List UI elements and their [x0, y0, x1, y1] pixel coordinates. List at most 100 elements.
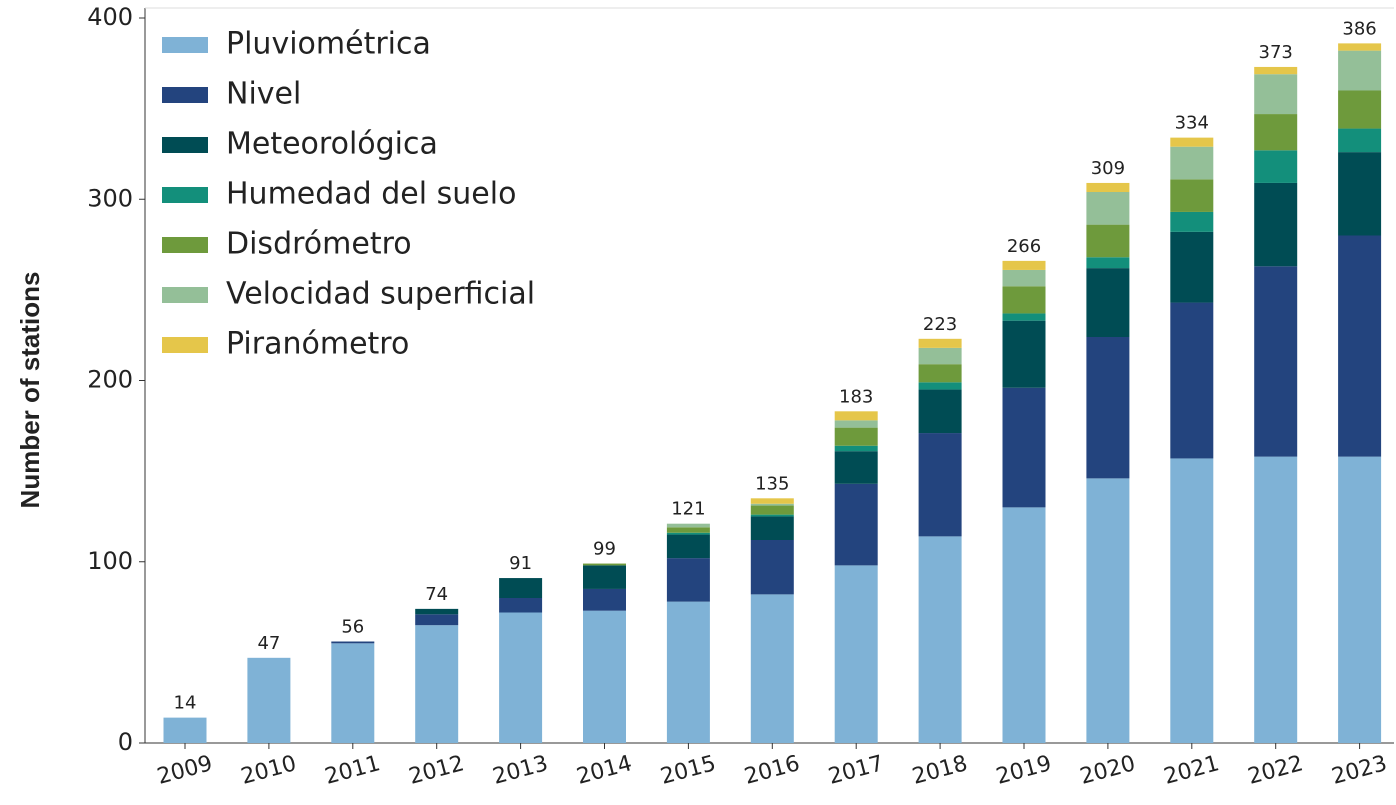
bar-segment	[834, 565, 878, 743]
bar-segment	[1170, 146, 1214, 180]
bar-segment	[1338, 43, 1382, 51]
x-tick-label: 2017	[826, 751, 887, 790]
bar-segment	[666, 558, 710, 602]
legend-label: Disdrómetro	[226, 227, 412, 262]
bar-segment	[415, 608, 459, 615]
legend-swatch	[162, 137, 208, 153]
bar-segment	[750, 505, 794, 515]
x-tick-label: 2016	[742, 751, 803, 790]
bar-segment	[918, 364, 962, 383]
bar-segment	[666, 534, 710, 559]
bar-segment	[834, 420, 878, 428]
total-label: 266	[1007, 236, 1041, 257]
bar-segment	[1338, 456, 1382, 743]
total-label: 334	[1175, 113, 1209, 134]
bar-segment	[834, 451, 878, 484]
bar-segment	[834, 427, 878, 446]
bar-segment	[666, 532, 710, 535]
y-tick-label: 200	[87, 366, 133, 394]
bar-segment	[1086, 337, 1130, 479]
bar-segment	[750, 540, 794, 595]
legend-swatch	[162, 337, 208, 353]
bar-segment	[1254, 150, 1298, 183]
total-label: 223	[923, 314, 957, 335]
bar-segment	[1254, 74, 1298, 115]
x-tick-label: 2013	[490, 751, 551, 790]
bar-segment	[666, 527, 710, 533]
bar-segment	[499, 578, 543, 598]
bar-segment	[1338, 235, 1382, 457]
bar-segment	[918, 382, 962, 390]
bar-segment	[583, 565, 626, 589]
bar-segment	[1254, 456, 1298, 743]
bar-segment	[1254, 182, 1298, 267]
bar-segment	[666, 523, 710, 528]
bar-segment	[1086, 182, 1130, 192]
bar-segment	[750, 498, 794, 504]
bar-segment	[583, 610, 626, 743]
bar-segment	[1002, 387, 1046, 508]
x-tick-label: 2019	[994, 751, 1055, 790]
y-tick-label: 100	[87, 547, 133, 575]
total-label: 309	[1091, 158, 1125, 179]
bar-segment	[1338, 152, 1382, 236]
bar-segment	[583, 588, 626, 611]
bar-segment	[1170, 137, 1214, 147]
bar-segment	[1338, 128, 1382, 153]
total-label: 91	[509, 553, 532, 574]
bar-segment	[583, 563, 626, 566]
bar-segment	[750, 594, 794, 743]
total-label: 74	[425, 584, 448, 605]
y-tick-label: 0	[118, 728, 133, 756]
bar-segment	[1170, 458, 1214, 743]
bar-segment	[834, 445, 878, 452]
bar-segment	[1002, 260, 1046, 270]
bar-segment	[331, 643, 375, 743]
bar-segment	[247, 657, 291, 743]
x-tick-label: 2009	[155, 751, 216, 790]
bar-segment	[499, 612, 543, 743]
total-label: 56	[341, 617, 364, 638]
legend-swatch	[162, 37, 208, 53]
x-tick-label: 2010	[238, 751, 299, 790]
y-tick-label: 400	[87, 3, 133, 31]
x-tick-label: 2022	[1245, 751, 1306, 790]
bar-segment	[918, 389, 962, 434]
bar-segment	[1338, 90, 1382, 129]
bar-segment	[499, 598, 543, 613]
legend-label: Velocidad superficial	[226, 277, 535, 312]
total-label: 373	[1259, 42, 1293, 63]
bar-segment	[750, 516, 794, 540]
total-label: 47	[257, 633, 280, 654]
x-tick-label: 2021	[1161, 751, 1222, 790]
bar-segment	[834, 411, 878, 421]
legend-label: Nivel	[226, 77, 301, 112]
bar-segment	[415, 614, 459, 626]
bar-segment	[1002, 286, 1046, 314]
bar-segment	[1254, 266, 1298, 457]
bar-segment	[1170, 302, 1214, 459]
bar-segment	[1002, 313, 1046, 321]
bar-segment	[1170, 231, 1214, 303]
bar-segment	[415, 625, 459, 743]
legend-swatch	[162, 287, 208, 303]
total-label: 99	[593, 539, 616, 560]
legend-swatch	[162, 237, 208, 253]
bar-segment	[834, 483, 878, 566]
x-tick-label: 2012	[406, 751, 467, 790]
legend-label: Piranómetro	[226, 327, 409, 362]
y-axis-label: Number of stations	[15, 272, 45, 509]
bar-segment	[331, 641, 375, 644]
bar-segment	[1338, 50, 1382, 91]
x-tick-label: 2018	[910, 751, 971, 790]
x-tick-label: 2023	[1329, 751, 1390, 790]
total-label: 121	[671, 499, 705, 520]
bar-segment	[1002, 320, 1046, 388]
y-tick-label: 300	[87, 184, 133, 212]
bar-segment	[918, 347, 962, 365]
total-label: 386	[1342, 18, 1376, 39]
bar-segment	[1086, 478, 1130, 743]
bar-segment	[1086, 268, 1130, 337]
legend-swatch	[162, 187, 208, 203]
bar-segment	[1170, 211, 1214, 232]
